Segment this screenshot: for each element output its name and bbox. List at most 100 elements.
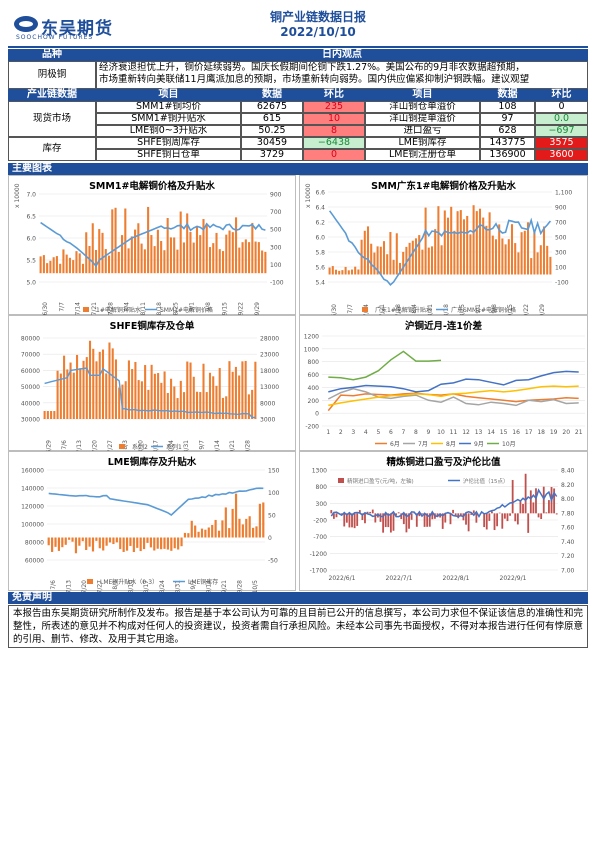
chart-title: 沪铜近月-连1价差 bbox=[404, 321, 483, 332]
x-axis-tick-label: 2022/9/1 bbox=[500, 575, 527, 582]
right-axis-tick-label: 8.20 bbox=[561, 482, 575, 489]
right-axis-tick-label: 7.20 bbox=[561, 553, 575, 560]
premium-bar bbox=[186, 213, 189, 274]
x-axis-tick-label: 9/28 bbox=[244, 440, 251, 452]
stock-bar bbox=[66, 369, 69, 419]
x-axis-tick-label: 8/24 bbox=[168, 440, 175, 452]
x-axis-tick-label: 7/21 bbox=[379, 304, 386, 316]
x-axis-tick-label: 2 bbox=[339, 429, 343, 436]
x-axis-tick-label: 16 bbox=[512, 429, 520, 436]
import-pnl-bar bbox=[545, 512, 548, 514]
left-axis-tick-label: 140000 bbox=[21, 486, 44, 493]
premium-bar bbox=[190, 520, 193, 538]
left-axis-tick-label: 5.8 bbox=[315, 250, 325, 257]
table-cell-r4-c4: 136900 bbox=[480, 149, 535, 161]
left-axis-tick-label: 300 bbox=[316, 501, 328, 508]
premium-bar bbox=[248, 242, 251, 274]
logo-cn: 东吴期货 bbox=[41, 19, 113, 39]
premium-bar bbox=[119, 537, 122, 550]
premium-bar bbox=[405, 246, 408, 275]
legend-label: 10月 bbox=[502, 441, 516, 448]
premium-bar bbox=[485, 225, 488, 275]
x-axis-tick-label: 8/10 bbox=[137, 440, 144, 452]
premium-bar bbox=[153, 537, 156, 551]
chart-title: SMM1#电解铜价格及升贴水 bbox=[89, 181, 215, 192]
premium-bar bbox=[57, 537, 61, 551]
import-pnl-bar bbox=[516, 513, 519, 525]
premium-bar bbox=[241, 242, 244, 274]
premium-bar bbox=[434, 229, 437, 275]
right-axis-tick-label: -100 bbox=[270, 280, 284, 287]
premium-bar bbox=[231, 508, 234, 538]
premium-bar bbox=[211, 524, 214, 538]
right-axis-tick-label: 23000 bbox=[260, 352, 279, 359]
premium-bar bbox=[85, 232, 88, 274]
stock-bar bbox=[85, 357, 88, 419]
import-pnl-bar bbox=[392, 513, 395, 531]
legend-label: 6月 bbox=[390, 441, 400, 448]
import-pnl-bar bbox=[408, 513, 410, 529]
import-pnl-bar bbox=[361, 513, 364, 520]
premium-bar bbox=[344, 266, 347, 275]
premium-bar bbox=[179, 211, 182, 274]
stock-bar bbox=[247, 394, 250, 419]
import-pnl-bar bbox=[428, 513, 431, 527]
logo-en: SOOCHOW FUTURES bbox=[16, 34, 94, 41]
left-axis-tick-label: 6.5 bbox=[26, 214, 36, 221]
x-axis-tick-label: 9/15 bbox=[507, 304, 514, 316]
stock-bar bbox=[170, 378, 173, 419]
premium-bar bbox=[65, 254, 68, 274]
left-axis-tick-label: 60000 bbox=[25, 558, 44, 565]
premium-bar bbox=[328, 267, 331, 275]
import-pnl-bar bbox=[522, 503, 524, 514]
x-axis-tick-label: 9/14 bbox=[206, 580, 213, 592]
premium-bar bbox=[514, 243, 517, 275]
premium-bar bbox=[163, 537, 166, 549]
import-pnl-bar bbox=[431, 513, 434, 520]
premium-bar bbox=[139, 537, 142, 552]
x-axis-tick-label: 8/3 bbox=[122, 440, 129, 450]
legend-label: SMM1#电解铜价格 bbox=[160, 306, 213, 314]
left-axis-tick-label: 5.5 bbox=[26, 258, 36, 265]
left-axis-tick-label: -1200 bbox=[310, 551, 328, 558]
import-pnl-bar bbox=[340, 513, 343, 515]
premium-bar bbox=[169, 237, 172, 274]
premium-bar bbox=[456, 211, 459, 275]
table-cell-r2-c5: −697 bbox=[535, 125, 588, 137]
table-cell-r3-c5: 3575 bbox=[535, 137, 588, 149]
premium-bar bbox=[166, 218, 169, 274]
premium-bar bbox=[218, 249, 221, 274]
col-header-change-2: 环比 bbox=[551, 89, 572, 100]
right-axis-tick-label: 0 bbox=[268, 535, 272, 542]
right-axis-tick-label: 100 bbox=[268, 490, 280, 497]
chart-gd-price: SMM广东1#电解铜价格及升贴水 x 10000 6.6 6.4 6.2 6.0 5.8 5… bbox=[299, 175, 588, 317]
right-axis-tick-label: 300 bbox=[555, 250, 567, 257]
premium-bar bbox=[366, 226, 370, 275]
import-pnl-bar bbox=[358, 510, 361, 514]
premium-bar bbox=[143, 249, 146, 274]
stock-bar bbox=[160, 382, 163, 419]
left-axis-tick-label: 1300 bbox=[312, 468, 327, 475]
premium-bar bbox=[200, 528, 204, 538]
premium-bar bbox=[78, 253, 81, 274]
premium-bar bbox=[357, 269, 360, 275]
x-axis-tick-label: 8/11 bbox=[427, 304, 434, 316]
import-pnl-bar bbox=[397, 512, 400, 514]
right-axis-tick-label: 500 bbox=[555, 235, 567, 242]
x-axis-tick-label: 8/10 bbox=[128, 580, 135, 592]
x-axis-tick-label: 6/30 bbox=[42, 302, 49, 316]
right-axis-tick-label: 100 bbox=[555, 265, 567, 272]
x-axis-tick-label: 7/13 bbox=[76, 440, 83, 452]
import-pnl-bar bbox=[527, 513, 530, 533]
premium-bar bbox=[360, 239, 363, 275]
table-cell-r2-c4: 628 bbox=[480, 125, 535, 137]
premium-bar bbox=[386, 254, 389, 275]
import-pnl-bar bbox=[384, 513, 387, 528]
import-pnl-bar bbox=[405, 513, 408, 533]
right-axis-tick-label: 3000 bbox=[260, 417, 275, 424]
x-axis-tick-label: 9/14 bbox=[214, 440, 221, 452]
x-axis-tick-label: 8/31 bbox=[183, 440, 190, 452]
premium-bar bbox=[231, 232, 234, 274]
premium-bar bbox=[75, 251, 78, 274]
import-pnl-bar bbox=[524, 473, 527, 514]
